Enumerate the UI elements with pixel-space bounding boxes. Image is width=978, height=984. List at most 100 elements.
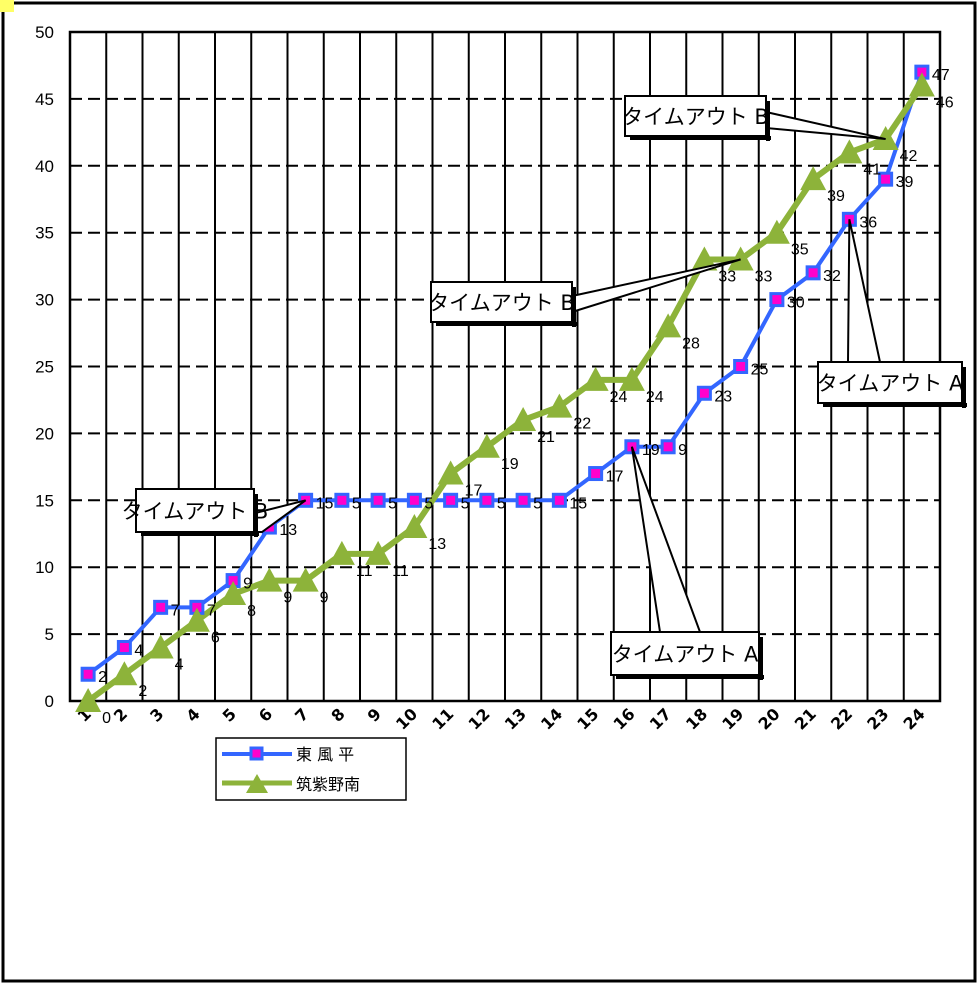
data-label-series-0: 2 <box>98 669 107 686</box>
data-point-series-1 <box>147 634 174 659</box>
data-point-series-1 <box>582 366 609 391</box>
callout-box <box>624 95 767 137</box>
legend-marker-series-1 <box>246 774 268 793</box>
y-tick-label: 30 <box>35 291 54 310</box>
data-label-series-1: 33 <box>718 268 736 285</box>
data-label-series-0: 7 <box>207 602 216 619</box>
data-label-series-1: 39 <box>827 188 845 205</box>
data-label-series-0: 5 <box>533 495 542 512</box>
data-point-series-0 <box>80 666 96 682</box>
callout-shadow <box>766 101 770 141</box>
data-label-series-0: 25 <box>751 362 769 379</box>
y-tick-label: 15 <box>35 491 54 510</box>
data-label-series-0: 5 <box>497 495 506 512</box>
data-point-series-1 <box>473 433 500 458</box>
data-label-series-0: 13 <box>279 522 297 539</box>
data-point-series-1 <box>655 313 682 338</box>
y-tick-label: 20 <box>35 424 54 443</box>
callout-shadow <box>254 494 258 537</box>
data-label-series-1: 6 <box>211 630 220 647</box>
data-label-series-1: 17 <box>465 483 483 500</box>
data-point-series-1 <box>836 139 863 164</box>
data-label-series-1: 21 <box>537 429 555 446</box>
data-point-series-1 <box>183 607 210 632</box>
data-label-series-1: 22 <box>573 416 591 433</box>
data-label-series-1: 42 <box>900 148 918 165</box>
callout-label: タイムアウト A <box>612 643 759 667</box>
data-point-series-1 <box>75 688 102 712</box>
callout-shadow <box>572 287 576 327</box>
data-point-series-0 <box>769 292 785 308</box>
data-label-series-0: 23 <box>714 388 732 405</box>
data-label-series-0: 5 <box>388 495 397 512</box>
data-point-series-0 <box>515 492 531 508</box>
data-label-series-0: 36 <box>859 214 877 231</box>
data-point-series-0 <box>153 599 169 615</box>
callout-label: タイムアウト A <box>817 372 964 396</box>
data-point-series-1 <box>763 219 790 244</box>
y-tick-label: 10 <box>35 558 54 577</box>
data-point-series-0 <box>443 492 459 508</box>
data-label-series-1: 11 <box>356 563 373 580</box>
data-point-series-1 <box>691 246 718 271</box>
data-point-series-1 <box>328 540 355 565</box>
data-point-series-0 <box>696 385 712 401</box>
callout-shadow <box>962 367 966 408</box>
data-point-series-0 <box>551 492 567 508</box>
legend-label-series-0: 東 風 平 <box>296 745 354 764</box>
data-point-series-0 <box>406 492 422 508</box>
annotations: タイムアウト B タイムアウト B タイムアウト B タイムアウト A タイムアウト A <box>122 95 967 680</box>
y-tick-label: 40 <box>35 157 54 176</box>
data-point-series-1 <box>437 460 464 485</box>
data-label-series-1: 9 <box>283 590 292 607</box>
data-label-series-0: 7 <box>171 602 180 619</box>
data-label-series-1: 41 <box>863 161 881 178</box>
legend-label-series-1: 筑紫野南 <box>296 775 360 794</box>
data-point-series-1 <box>401 514 428 539</box>
callout-box <box>430 281 573 323</box>
data-label-series-1: 2 <box>138 683 147 700</box>
data-point-series-0 <box>660 439 676 455</box>
data-point-series-0 <box>334 492 350 508</box>
y-tick-label: 25 <box>35 358 54 377</box>
data-label-series-0: 4 <box>134 642 143 659</box>
callout-shadow <box>141 532 259 536</box>
callout-box <box>135 488 255 533</box>
data-label-series-0: 9 <box>243 576 252 593</box>
data-label-series-0: 5 <box>424 495 433 512</box>
callout-label: タイムアウト B <box>122 500 269 524</box>
callout-label: タイムアウト B <box>622 105 769 129</box>
data-label-series-0: 19 <box>642 442 660 459</box>
data-label-series-0: 5 <box>461 495 470 512</box>
data-label-series-0: 39 <box>896 174 914 191</box>
data-point-series-1 <box>510 407 537 432</box>
data-label-series-0: 32 <box>823 268 841 285</box>
data-point-series-1 <box>908 72 935 97</box>
chart-corner-highlight <box>0 0 14 12</box>
data-label-series-1: 28 <box>682 335 700 352</box>
callout-shadow <box>823 403 967 407</box>
data-point-series-0 <box>805 265 821 281</box>
callout-shadow <box>759 637 763 680</box>
data-point-series-1 <box>111 661 138 686</box>
data-label-series-0: 15 <box>316 495 334 512</box>
data-label-series-1: 8 <box>247 603 256 620</box>
data-point-series-0 <box>479 492 495 508</box>
data-label-series-1: 24 <box>646 389 664 406</box>
legend-box <box>215 737 407 801</box>
data-label-series-1: 13 <box>428 536 446 553</box>
data-point-series-0 <box>116 639 132 655</box>
data-point-series-0 <box>370 492 386 508</box>
data-point-series-1 <box>800 166 827 191</box>
data-point-series-1 <box>618 366 645 391</box>
data-point-series-0 <box>733 359 749 374</box>
callout-shadow <box>436 322 577 326</box>
y-tick-label: 35 <box>35 224 54 243</box>
callout-label: タイムアウト B <box>428 291 575 315</box>
data-label-series-0: 5 <box>352 495 361 512</box>
callout-shadow <box>630 136 771 140</box>
data-label-series-1: 9 <box>320 590 329 607</box>
data-point-series-0 <box>878 171 894 187</box>
